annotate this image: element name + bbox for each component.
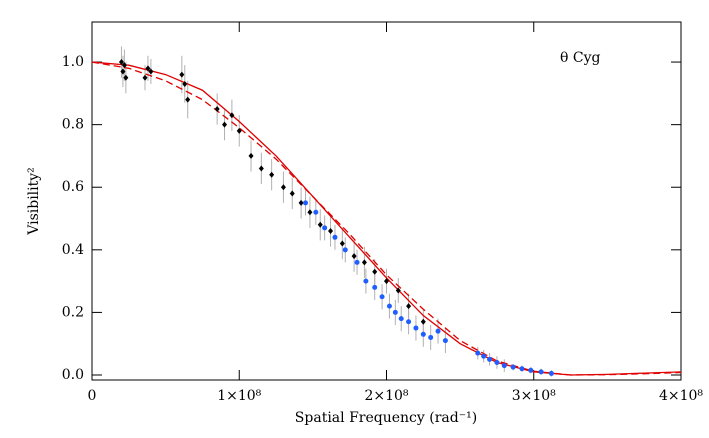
data-point <box>519 366 525 372</box>
annotation: θ Cyg <box>560 50 601 66</box>
y-tick-label: 1.0 <box>62 54 84 70</box>
y-tick-label: 0.4 <box>62 242 84 258</box>
data-point <box>142 74 148 81</box>
data-point <box>121 62 127 69</box>
data-point <box>392 309 398 315</box>
data-point <box>145 65 151 72</box>
data-point <box>501 363 507 369</box>
x-axis-label: Spatial Frequency (rad⁻¹) <box>295 410 477 426</box>
data-point <box>487 356 493 362</box>
data-point <box>528 367 534 373</box>
data-point <box>248 152 254 159</box>
data-point <box>229 112 235 119</box>
data-point <box>372 284 378 290</box>
y-axis-label: Visibility² <box>26 167 42 236</box>
x-tick-label: 1×10⁸ <box>217 388 261 404</box>
data-point <box>214 105 220 112</box>
data-point <box>222 121 228 128</box>
data-point <box>442 338 448 344</box>
data-point <box>339 240 345 247</box>
model-curve <box>91 61 682 376</box>
data-point <box>185 96 191 103</box>
data-point <box>322 225 328 231</box>
data-point <box>395 287 401 294</box>
data-point <box>428 334 434 340</box>
data-point <box>406 319 412 325</box>
data-point <box>386 303 392 309</box>
data-point <box>118 59 124 66</box>
data-point <box>120 68 126 75</box>
data-point <box>538 369 544 375</box>
x-tick-label: 0 <box>88 388 97 404</box>
data-point <box>317 221 323 228</box>
data-point <box>313 209 319 215</box>
data-point <box>510 364 516 370</box>
data-point <box>258 165 264 172</box>
model-curve <box>91 61 682 376</box>
data-point <box>236 127 242 134</box>
x-tick-label: 2×10⁸ <box>364 388 408 404</box>
data-point <box>475 350 481 356</box>
data-point <box>179 71 185 78</box>
data-point <box>303 200 309 206</box>
data-point <box>123 74 129 81</box>
y-tick-label: 0.0 <box>62 367 84 383</box>
data-point <box>420 331 426 337</box>
data-point <box>406 303 412 310</box>
data-point <box>398 316 404 322</box>
data-point <box>494 359 500 365</box>
x-tick-label: 4×10⁸ <box>659 388 703 404</box>
data-point <box>280 184 286 191</box>
data-point <box>548 370 554 376</box>
data-point <box>182 80 188 87</box>
data-point <box>379 294 385 300</box>
y-tick-label: 0.8 <box>62 117 84 133</box>
data-point <box>332 234 338 240</box>
data-point <box>148 68 154 75</box>
data-point <box>298 199 304 206</box>
data-point <box>354 259 360 265</box>
data-point <box>372 268 378 275</box>
data-point <box>420 318 426 325</box>
data-point <box>363 278 369 284</box>
data-point <box>269 171 275 178</box>
data-point <box>289 190 295 197</box>
x-tick-label: 3×10⁸ <box>512 388 556 404</box>
data-point <box>361 259 367 266</box>
data-point <box>413 325 419 331</box>
data-point <box>351 253 357 260</box>
data-point <box>342 247 348 253</box>
data-point <box>307 209 313 216</box>
y-tick-label: 0.2 <box>62 304 84 320</box>
data-point <box>328 228 334 235</box>
data-point <box>384 278 389 285</box>
data-point <box>435 328 441 334</box>
data-point <box>481 353 487 359</box>
y-tick-label: 0.6 <box>62 179 84 195</box>
